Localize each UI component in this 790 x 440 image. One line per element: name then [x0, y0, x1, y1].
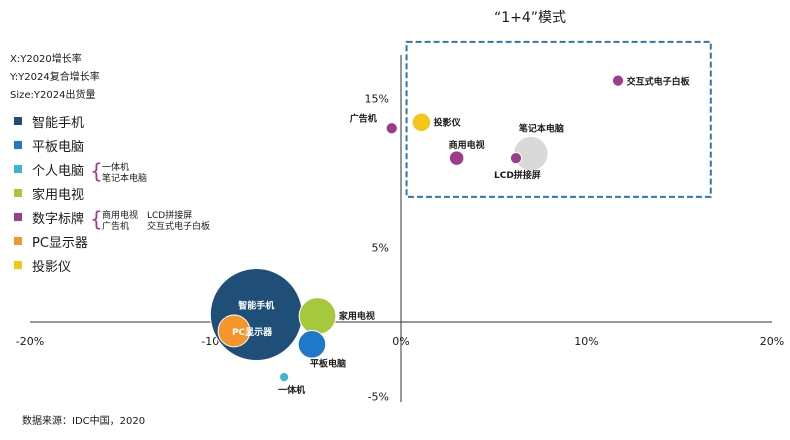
legend-swatch — [14, 213, 22, 221]
bubble-一体机 — [279, 372, 290, 383]
bubble-label: 广告机 — [350, 112, 377, 124]
legend-swatch — [14, 117, 22, 125]
legend-swatch — [14, 189, 22, 197]
x-tick-label: 20% — [760, 335, 784, 348]
bubble-label: LCD拼接屏 — [494, 169, 541, 181]
legend-label: 平板电脑 — [32, 140, 84, 155]
legend-swatch — [14, 141, 22, 149]
legend-sub-label: 笔记本电脑 — [102, 172, 147, 184]
size-description: Size:Y2024出货量 — [10, 88, 95, 101]
bubble-label: 智能手机 — [238, 300, 274, 312]
legend-swatch — [14, 261, 22, 269]
bubble-label: 交互式电子白板 — [627, 76, 691, 88]
bubble-label: 一体机 — [278, 384, 305, 396]
bubble-label: 投影仪 — [434, 116, 462, 128]
bubble-LCD拼接屏 — [509, 151, 523, 165]
bubble-label: 商用电视 — [449, 139, 485, 151]
y-tick-label: -5% — [368, 391, 389, 404]
bubble-商用电视 — [448, 150, 465, 166]
bubble-PC显示器 — [217, 314, 251, 348]
legend-label: 个人电脑 — [32, 164, 84, 179]
bubble-label: PC显示器 — [232, 327, 273, 338]
bubble-交互式电子白板 — [611, 74, 625, 87]
legend-sub-label: 一体机 — [102, 161, 129, 173]
legend-brace: { — [90, 207, 103, 231]
legend-sub-label: 广告机 交互式电子白板 — [102, 220, 210, 232]
highlight-box — [405, 40, 712, 198]
x-tick-label: 10% — [574, 335, 598, 348]
x-tick-label: -20% — [16, 335, 44, 348]
legend-swatch — [14, 237, 22, 245]
legend-swatch — [14, 165, 22, 173]
y-tick-label: 15% — [365, 93, 389, 106]
bubble-label: 家用电视 — [339, 310, 375, 322]
data-source: 数据来源：IDC中国，2020 — [22, 414, 145, 427]
bubble-label: 笔记本电脑 — [519, 123, 564, 135]
bubble-智能手机 — [209, 268, 303, 362]
bubble-投影仪 — [411, 112, 432, 133]
legend-label: 数字标牌 — [32, 211, 84, 227]
bubble-家用电视 — [298, 297, 337, 335]
bubble-平板电脑 — [297, 330, 327, 359]
bubble-广告机 — [385, 122, 398, 135]
highlight-box-layer — [405, 40, 712, 198]
legend-label: PC显示器 — [32, 236, 88, 251]
highlight-title: “1+4”模式 — [494, 10, 566, 26]
bubble-label: 平板电脑 — [310, 357, 346, 369]
x-tick-label: 0% — [392, 335, 409, 348]
x-axis-description: X:Y2020增长率 — [10, 52, 82, 65]
chart-meta: X:Y2020增长率 Y:Y2024复合增长率 Size:Y2024出货量 数据… — [9, 52, 145, 427]
y-tick-label: 5% — [372, 242, 389, 255]
legend-label: 家用电视 — [32, 187, 84, 203]
legend-brace: { — [90, 159, 103, 183]
legend-label: 智能手机 — [32, 116, 84, 131]
legend-label: 投影仪 — [32, 259, 71, 275]
legend-sub-label: 商用电视 LCD拼接屏 — [102, 209, 192, 221]
y-axis-description: Y:Y2024复合增长率 — [9, 70, 100, 83]
